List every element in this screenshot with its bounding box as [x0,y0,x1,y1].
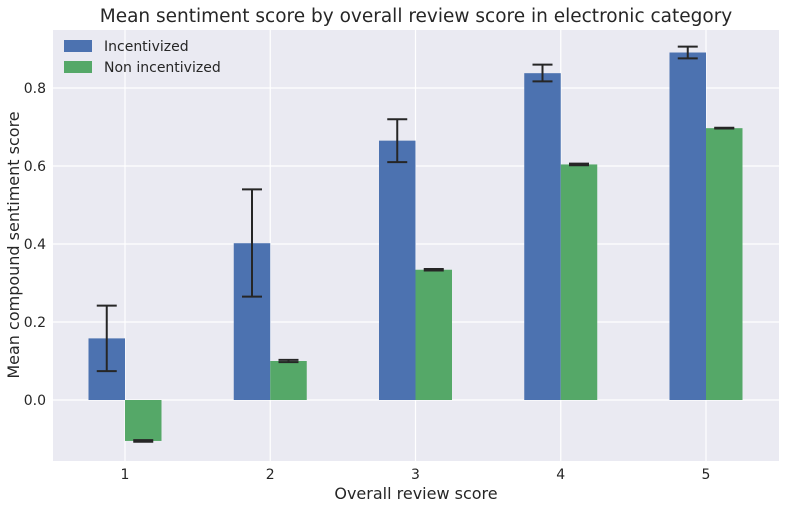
error-bars [96,45,735,443]
bar-non-incentivized [415,269,452,400]
legend-label-non-incentivized: Non incentivized [104,60,221,76]
y-axis-label: Mean compound sentiment score [4,111,23,378]
x-tick-labels: 1 2 3 4 5 [121,467,711,483]
legend: Incentivized Non incentivized [64,39,221,76]
y-tick-labels: 0.0 0.2 0.4 0.6 0.8 [24,81,46,409]
bar-incentivized [379,140,416,400]
legend-swatch-non-incentivized [64,61,92,73]
y-tick-label: 0.8 [24,81,46,97]
bars [88,52,743,441]
bar-non-incentivized [125,400,162,441]
x-tick-label: 4 [556,467,565,483]
x-tick-label: 1 [121,467,130,483]
legend-swatch-incentivized [64,40,92,52]
x-tick-label: 3 [411,467,420,483]
x-tick-label: 2 [266,467,275,483]
y-tick-label: 0.0 [24,393,46,409]
y-tick-label: 0.4 [24,237,46,253]
bar-non-incentivized [270,361,307,400]
x-axis-label: Overall review score [334,484,497,503]
y-tick-label: 0.2 [24,315,46,331]
bar-non-incentivized [706,128,743,401]
chart-title: Mean sentiment score by overall review s… [100,6,733,27]
y-tick-label: 0.6 [24,159,46,175]
bar-incentivized [524,73,561,401]
x-tick-label: 5 [702,467,711,483]
bar-incentivized [669,52,706,400]
legend-label-incentivized: Incentivized [104,39,189,55]
bar-non-incentivized [560,164,598,400]
